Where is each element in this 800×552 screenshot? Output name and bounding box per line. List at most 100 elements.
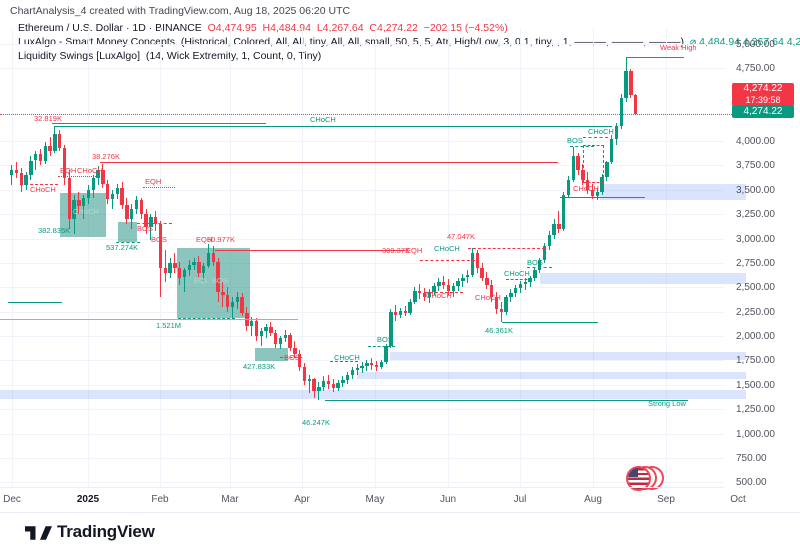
candle [240, 297, 244, 313]
liquidity-zone [390, 352, 746, 360]
ohlc-open: O4,474.95 [207, 22, 257, 34]
indicator-legend-smc[interactable]: LuxAlgo - Smart Money Concepts (Historic… [18, 36, 800, 48]
candle [446, 285, 451, 292]
candle [466, 274, 470, 278]
annotation-label: 47.047K [447, 232, 475, 241]
price-axis-label: 2,250.00 [736, 306, 775, 318]
candle-wick [558, 211, 560, 233]
symbol-legend-row[interactable]: Ethereum / U.S. Dollar · 1D · BINANCE O4… [18, 22, 508, 34]
h-gridline [0, 238, 724, 240]
annotation-label: 537.274K [106, 243, 139, 252]
price-axis-label: 2,750.00 [736, 257, 775, 269]
candle [533, 269, 537, 279]
indicator-price-badge: 4,274.22 [732, 105, 794, 118]
candle [619, 98, 623, 127]
candle-wick [232, 297, 233, 319]
candle [250, 321, 254, 327]
price-axis-label: 2,000.00 [736, 331, 775, 342]
candle-wick [184, 267, 185, 293]
candle [288, 335, 292, 348]
price-axis-label: 5,000.00 [736, 38, 775, 50]
annotation-label: CHoCH [73, 207, 99, 216]
h-gridline [0, 433, 724, 435]
candle [566, 180, 571, 195]
candle [432, 286, 436, 293]
mitigation-box [583, 145, 604, 183]
annotation-label: BOS [212, 276, 228, 285]
time-scale[interactable]: Dec 2025 Feb Mar Apr May Jun Jul Aug Sep Oct [0, 487, 746, 513]
candle [43, 145, 47, 162]
tradingview-wordmark[interactable]: TradingView [57, 522, 155, 541]
candle [14, 170, 19, 174]
liquidity-zone [540, 273, 746, 284]
candle [293, 347, 297, 354]
change-value: −202.15 (−4.52%) [423, 22, 508, 34]
h-gridline [0, 67, 724, 69]
candle [413, 291, 417, 302]
candle-wick [112, 189, 113, 210]
candle [480, 267, 484, 278]
annotation-label: EQH [196, 235, 213, 244]
v-gridline [230, 28, 231, 487]
candle [600, 177, 604, 192]
candle [331, 383, 335, 388]
annotation-label: CHoCH [334, 353, 360, 362]
candle [514, 288, 518, 294]
candle [221, 292, 225, 296]
last-price-value: 4,274.22 [743, 83, 783, 94]
h-gridline [0, 482, 724, 484]
time-axis-label: Feb [151, 494, 169, 505]
annotation-label: 32.819K [34, 114, 62, 123]
structure-line [0, 114, 734, 115]
annotation-label: EQH [406, 246, 423, 255]
annotation-label: CHoCH [310, 115, 336, 124]
candle [216, 261, 220, 293]
candle [562, 194, 566, 229]
candle-wick [35, 150, 37, 171]
usd-flag-icon [626, 466, 651, 491]
candle [125, 205, 129, 219]
annotation-label: BOS [151, 235, 167, 244]
annotation-label: EQL [194, 276, 210, 285]
h-gridline [0, 311, 724, 313]
candle [139, 200, 143, 215]
price-scale[interactable]: 4,274.22 17:39:58 4,274.22 5,000.00 4,750… [724, 0, 800, 512]
v-gridline [520, 28, 521, 487]
structure-line [560, 197, 645, 198]
structure-line [468, 248, 545, 249]
v-gridline [302, 28, 303, 487]
candle [307, 378, 311, 381]
h-gridline [0, 336, 724, 337]
structure-line [425, 292, 463, 293]
candle [230, 301, 235, 307]
candle [422, 293, 427, 297]
annotation-label: 46.361K [485, 326, 513, 335]
structure-line [420, 260, 475, 261]
h-gridline [0, 189, 724, 191]
annotation-label: CHoCH [426, 291, 452, 300]
candle [173, 262, 177, 268]
candle [178, 267, 182, 278]
candle [158, 223, 163, 268]
time-axis-label: Apr [294, 494, 310, 505]
candle [408, 301, 412, 313]
order-block [255, 348, 288, 361]
h-gridline [0, 43, 724, 45]
ohlc-low: L4,267.64 [316, 22, 364, 34]
structure-line [583, 137, 608, 138]
candle [629, 70, 633, 95]
candle [442, 282, 446, 286]
structure-line [215, 250, 405, 251]
candle [10, 170, 14, 176]
candle [101, 170, 105, 184]
candle-wick [150, 214, 152, 241]
candle [82, 197, 86, 207]
time-axis-label: Sep [657, 494, 675, 505]
candle [360, 366, 364, 369]
structure-line [55, 126, 612, 127]
indicator-legend-liquidity[interactable]: Liquidity Swings [LuxAlgo] (14, Wick Ext… [18, 50, 321, 62]
tradingview-logo-icon[interactable] [25, 523, 52, 548]
annotation-label: BOS [567, 136, 583, 145]
